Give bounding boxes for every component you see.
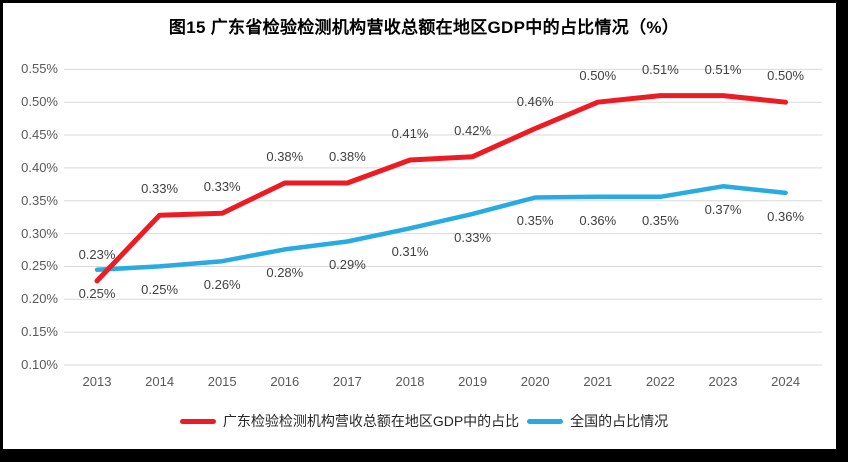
data-label: 0.51% [641,61,679,77]
y-tick-label: 0.15% [21,324,58,340]
x-tick-label: 2023 [708,374,738,389]
data-label: 0.50% [579,68,617,84]
x-tick-label: 2018 [395,374,425,389]
y-tick-label: 0.50% [21,94,58,110]
y-tick-label: 0.10% [21,357,58,372]
data-label: 0.42% [454,122,492,138]
legend-line-swatch [179,418,216,424]
x-tick-label: 2017 [332,374,362,389]
data-label: 0.33% [203,179,241,195]
data-label: 0.25% [78,285,116,301]
data-label: 0.35% [516,213,554,229]
chart-title: 图15 广东省检验检测机构营收总额在地区GDP中的占比情况（%） [168,18,680,37]
data-label: 0.29% [328,257,366,273]
series-line-national [94,184,788,272]
legend-label: 广东检验检测机构营收总额在地区GDP中的占比 [222,413,520,429]
series-line-guangdong [94,93,789,284]
legend-label: 全国的占比情况 [570,413,669,429]
y-tick-label: 0.35% [21,192,58,208]
data-label: 0.36% [767,208,805,224]
x-tick-label: 2014 [145,374,175,389]
y-tick-label: 0.55% [21,61,58,77]
data-label: 0.35% [641,212,679,228]
data-label: 0.25% [141,282,179,298]
x-tick-label: 2020 [520,374,550,389]
window-frame-top [0,0,848,3]
window-frame-bottom [0,449,848,462]
x-tick-label: 2021 [583,374,613,389]
data-label: 0.33% [454,229,492,245]
legend: 广东检验检测机构营收总额在地区GDP中的占比 全国的占比情况 [0,411,848,431]
data-label: 0.51% [704,61,742,77]
data-label: 0.36% [579,212,617,228]
data-label: 0.31% [391,244,429,260]
window-frame-left [0,0,3,462]
data-label: 0.38% [328,149,366,164]
data-label: 0.26% [203,277,241,293]
data-label: 0.50% [767,68,805,84]
x-tick-label: 2016 [270,374,300,389]
data-label: 0.33% [141,181,179,197]
legend-item-national: 全国的占比情况 [527,411,668,431]
x-tick-label: 2019 [458,374,488,389]
data-label: 0.28% [266,265,304,281]
window-frame-right [836,0,848,462]
data-label: 0.46% [516,94,554,110]
data-label: 0.38% [266,149,304,164]
x-tick-label: 2024 [771,374,801,389]
legend-item-guangdong: 广东检验检测机构营收总额在地区GDP中的占比 [179,411,520,431]
x-tick-label: 2015 [207,374,237,389]
x-tick-label: 2022 [645,374,675,389]
y-tick-label: 0.25% [21,258,58,274]
data-label: 0.41% [391,126,429,142]
y-tick-label: 0.45% [21,127,58,143]
legend-line-swatch [527,418,564,424]
y-tick-label: 0.40% [21,159,58,175]
data-label: 0.37% [704,202,742,218]
data-label: 0.23% [78,246,116,262]
x-tick-label: 2013 [82,374,112,389]
y-tick-label: 0.30% [21,225,58,241]
y-tick-label: 0.20% [21,291,58,307]
